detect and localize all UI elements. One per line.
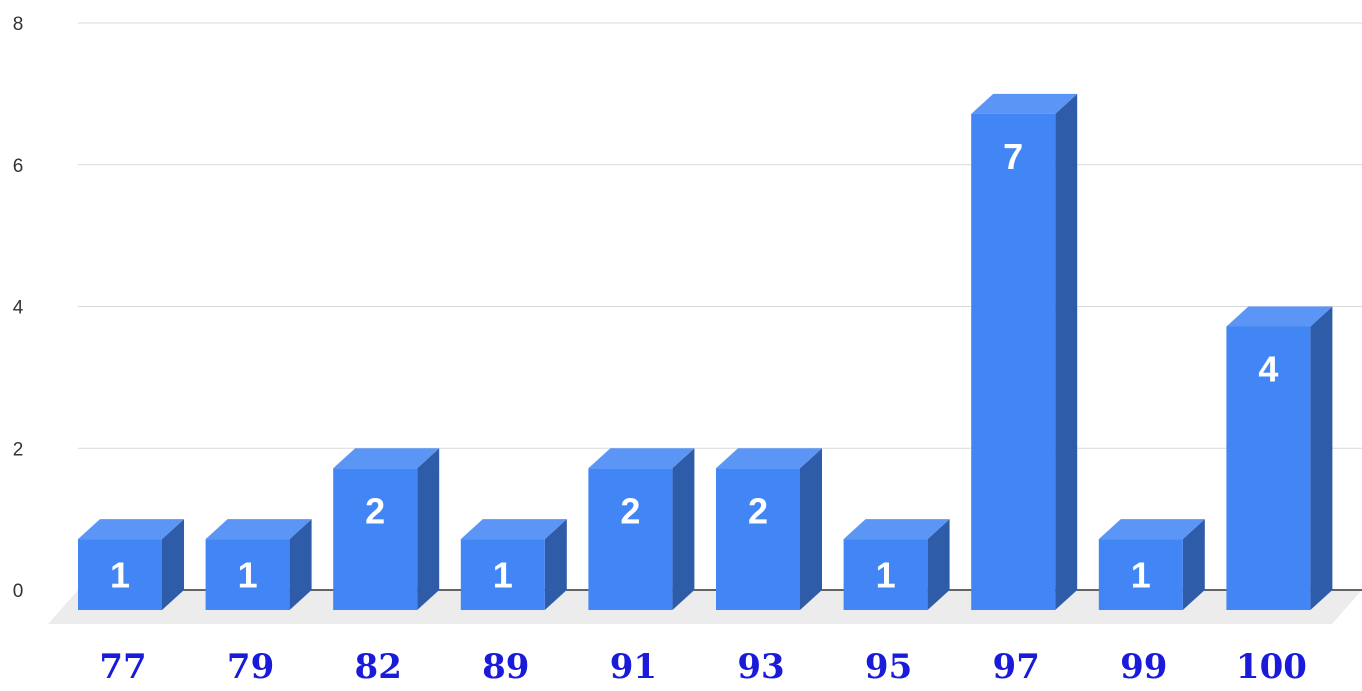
x-tick-label: 97 — [993, 647, 1040, 687]
x-axis-ticks: 77 79 82 89 91 93 95 97 99 100 — [99, 647, 1307, 687]
bar-front — [843, 539, 928, 610]
x-tick-label: 82 — [355, 647, 402, 687]
y-tick-label: 6 — [13, 156, 24, 177]
bar-top — [971, 93, 1078, 114]
data-label: 2 — [620, 490, 640, 531]
bar-top — [843, 519, 950, 540]
bar-top — [1226, 306, 1333, 327]
bars: 1 1 2 1 2 2 1 7 1 4 — [78, 93, 1333, 610]
bar-top — [333, 448, 440, 469]
bar-97: 7 — [971, 93, 1078, 610]
bar-91: 2 — [588, 448, 695, 610]
data-label: 1 — [876, 555, 896, 596]
data-label: 2 — [748, 490, 768, 531]
bar-top — [205, 519, 312, 540]
bar-side — [927, 519, 950, 610]
bar-front — [333, 468, 418, 610]
bar-side — [1055, 93, 1078, 610]
bar-99: 1 — [1098, 519, 1205, 610]
data-label: 2 — [365, 490, 385, 531]
x-tick-label: 100 — [1236, 647, 1307, 687]
y-axis-ticks: 0 2 4 6 8 — [13, 14, 24, 602]
bar-top — [588, 448, 695, 469]
bar-front — [78, 539, 162, 610]
bar-93: 2 — [716, 448, 822, 610]
bar-side — [672, 448, 695, 610]
x-tick-label: 99 — [1120, 647, 1167, 687]
bar-top — [78, 519, 184, 540]
bar-89: 1 — [460, 519, 567, 610]
bar-side — [1182, 519, 1205, 610]
bar-82: 2 — [333, 448, 440, 610]
bar-front — [716, 468, 800, 610]
bar-side — [162, 519, 184, 610]
x-tick-label: 89 — [482, 647, 529, 687]
x-tick-label: 77 — [99, 647, 146, 687]
bar-top — [460, 519, 567, 540]
bar-front — [1098, 539, 1183, 610]
bar-side — [417, 448, 440, 610]
y-tick-label: 4 — [13, 298, 24, 319]
bar-top — [1098, 519, 1205, 540]
data-label: 1 — [110, 555, 130, 596]
bar-side — [800, 448, 822, 610]
x-tick-label: 79 — [227, 647, 274, 687]
bar-100: 4 — [1226, 306, 1333, 610]
y-tick-label: 2 — [13, 439, 24, 460]
bar-77: 1 — [78, 519, 184, 610]
bar-side — [289, 519, 312, 610]
data-label: 1 — [1131, 555, 1151, 596]
data-label: 4 — [1258, 349, 1278, 390]
bar-front — [588, 468, 673, 610]
x-tick-label: 91 — [610, 647, 657, 687]
bar-front — [1226, 326, 1311, 610]
data-label: 1 — [238, 555, 258, 596]
bar-side — [1310, 306, 1333, 610]
data-label: 7 — [1003, 136, 1023, 177]
bar-79: 1 — [205, 519, 312, 610]
bar-side — [544, 519, 567, 610]
data-label: 1 — [493, 555, 513, 596]
x-tick-label: 95 — [865, 647, 912, 687]
y-tick-label: 8 — [13, 14, 24, 35]
x-tick-label: 93 — [737, 647, 784, 687]
bar-front — [205, 539, 290, 610]
y-tick-label: 0 — [13, 581, 24, 602]
bar-95: 1 — [843, 519, 950, 610]
bar-front — [971, 113, 1056, 610]
bar-front — [460, 539, 545, 610]
bar-top — [716, 448, 822, 469]
